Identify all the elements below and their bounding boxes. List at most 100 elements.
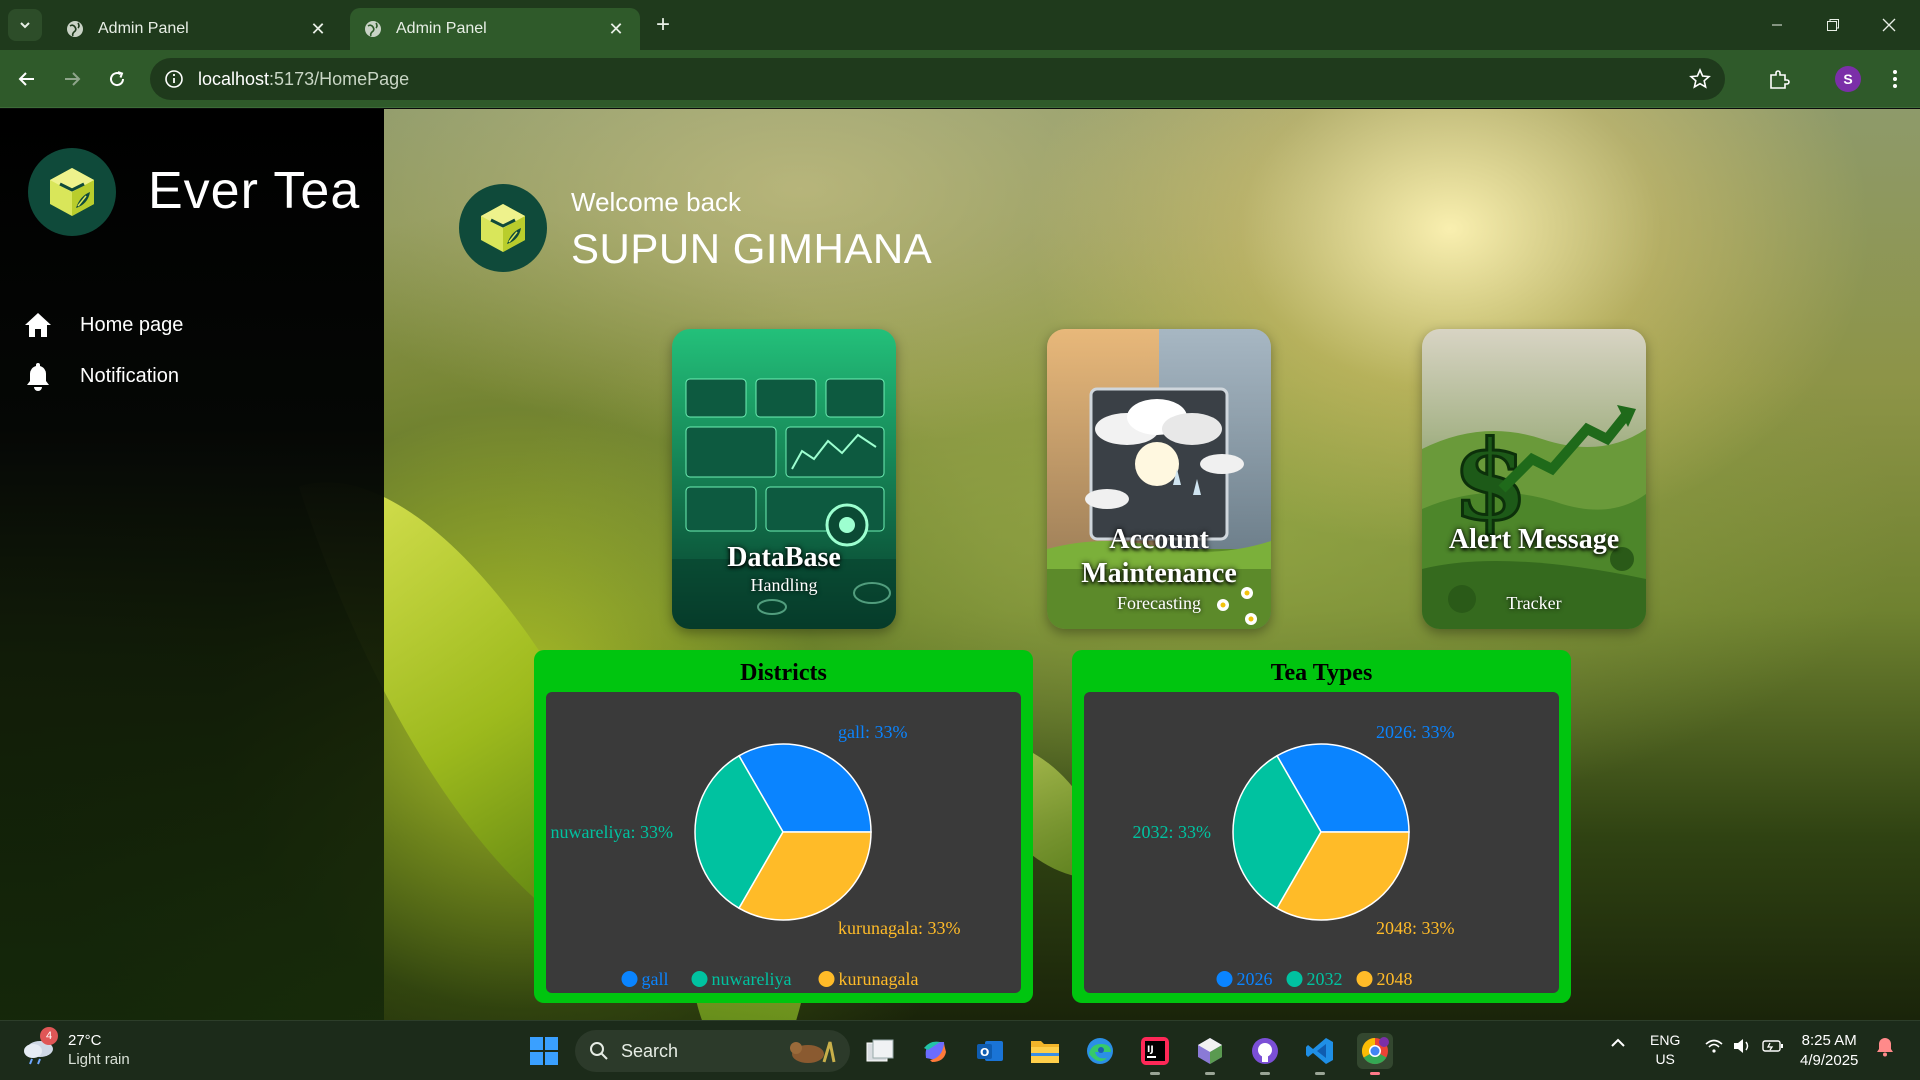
chart-title: Districts — [740, 660, 827, 686]
github-icon — [1252, 1038, 1278, 1064]
weather-forecast-illustration — [1047, 329, 1271, 629]
url-host: localhost — [198, 68, 270, 89]
pie-slice-label: kurunagala: 33% — [838, 918, 960, 938]
edge-button[interactable] — [1082, 1033, 1118, 1069]
copilot-button[interactable] — [917, 1033, 953, 1069]
pie-slice-2032[interactable] — [1232, 754, 1322, 910]
wifi-status[interactable] — [1705, 1039, 1723, 1057]
browser-toolbar: localhost:5173/HomePage — [0, 50, 1920, 108]
sidebar-item-label: Home page — [80, 313, 184, 336]
sidebar-item-home[interactable]: Home page — [22, 309, 183, 341]
language-indicator[interactable]: ENG US — [1650, 1031, 1680, 1069]
legend-item-label[interactable]: kurunagala — [839, 969, 919, 989]
task-view-button[interactable] — [862, 1033, 898, 1069]
tea-box-logo-icon — [481, 204, 525, 252]
intellij-button[interactable]: IJ — [1137, 1033, 1173, 1075]
search-highlight-icon — [790, 1041, 836, 1063]
chrome-button[interactable] — [1357, 1033, 1393, 1075]
profile-avatar[interactable]: S — [1835, 66, 1861, 92]
browser-tab-2[interactable]: Admin Panel ✕ — [350, 8, 640, 50]
chart-legend: gall nuwareliya kurunagala — [621, 969, 919, 989]
back-button[interactable] — [10, 62, 44, 96]
minimize-button[interactable] — [1754, 10, 1800, 40]
legend-item-label[interactable]: nuwareliya — [712, 969, 792, 989]
legend-marker — [1216, 971, 1233, 987]
legend-item-label[interactable]: gall — [642, 969, 669, 989]
running-indicator — [1315, 1072, 1325, 1075]
globe-icon — [67, 21, 83, 37]
legend-marker — [1356, 971, 1373, 987]
new-tab-button[interactable]: + — [655, 11, 670, 38]
pie-slice-label: 2048: 33% — [1376, 918, 1455, 938]
pie-slice-label: nuwareliya: 33% — [551, 822, 673, 842]
card-database-handling[interactable]: DataBase Handling — [672, 329, 896, 629]
reload-icon — [110, 71, 125, 87]
legend-item-label[interactable]: 2048 — [1377, 969, 1413, 989]
chevron-down-icon — [20, 22, 30, 29]
close-tab-icon[interactable]: ✕ — [608, 18, 624, 39]
weather-widget[interactable]: 4 27°C Light rain — [22, 1027, 130, 1069]
url-path: :5173/HomePage — [269, 68, 410, 89]
legend-item-label[interactable]: 2032 — [1307, 969, 1343, 989]
clock-time: 8:25 AM — [1801, 1032, 1857, 1049]
pie-slice-kurunagala[interactable] — [737, 831, 872, 921]
page-content: Ever Tea Home page Notification Welcome … — [0, 109, 1920, 1020]
outlook-icon: O — [977, 1041, 1003, 1061]
pie-slice-nuwareliya[interactable] — [694, 754, 784, 910]
brand-name: Ever Tea — [148, 162, 361, 220]
user-name: SUPUN GIMHANA — [571, 225, 933, 272]
search-label: Search — [621, 1040, 679, 1061]
speaker-icon — [1734, 1039, 1749, 1053]
card-title: DataBase — [727, 542, 841, 573]
tab-search-button[interactable] — [8, 9, 42, 41]
extensions-button[interactable] — [1762, 62, 1796, 96]
restore-icon — [1827, 19, 1839, 31]
windows-taskbar: 4 27°C Light rain Search O IJ — [0, 1020, 1920, 1080]
close-window-button[interactable] — [1866, 10, 1912, 40]
edge-icon — [1087, 1038, 1113, 1064]
legend-item-label[interactable]: 2026 — [1237, 969, 1273, 989]
wifi-icon — [1705, 1039, 1723, 1053]
weather-temperature: 27°C — [68, 1032, 102, 1049]
bell-icon — [22, 360, 54, 392]
app-button[interactable] — [1192, 1033, 1228, 1075]
browser-menu-button[interactable] — [1880, 62, 1910, 96]
chrome-icon — [1361, 1037, 1389, 1065]
sidebar-item-notification[interactable]: Notification — [22, 360, 179, 392]
sidebar-item-label: Notification — [80, 364, 179, 387]
minimize-icon — [1772, 24, 1782, 26]
start-button[interactable] — [526, 1033, 562, 1069]
tea-types-pie-chart: 2026: 33% 2032: 33% 2048: 33% 2026 2032 2048 — [1133, 722, 1455, 989]
volume-status[interactable] — [1732, 1038, 1752, 1058]
browser-tab-bar: Admin Panel ✕ Admin Panel ✕ + — [0, 0, 1920, 50]
brand-logo — [28, 148, 116, 236]
restore-button[interactable] — [1810, 10, 1856, 40]
pie-slice-2048[interactable] — [1275, 831, 1410, 921]
browser-tab-1[interactable]: Admin Panel ✕ — [52, 8, 342, 50]
reload-button[interactable] — [100, 62, 134, 96]
pie-slice-2026[interactable] — [1275, 743, 1410, 833]
vscode-button[interactable] — [1302, 1033, 1338, 1075]
taskbar-search[interactable]: Search — [575, 1030, 850, 1072]
battery-status[interactable] — [1762, 1039, 1784, 1057]
dashboard-illustration — [672, 329, 896, 629]
clock[interactable]: 8:25 AM 4/9/2025 — [1800, 1031, 1858, 1071]
arrow-right-icon — [65, 72, 81, 86]
forward-button[interactable] — [55, 62, 89, 96]
bookmark-star-icon[interactable] — [1689, 68, 1711, 90]
card-account-maintenance[interactable]: Account Maintenance Forecasting — [1047, 329, 1271, 629]
pie-slice-gall[interactable] — [737, 743, 872, 833]
outlook-button[interactable]: O — [972, 1033, 1008, 1069]
card-alert-message[interactable]: $ Alert Message Tracker — [1422, 329, 1646, 629]
close-tab-icon[interactable]: ✕ — [310, 18, 326, 39]
address-bar[interactable]: localhost:5173/HomePage — [150, 58, 1725, 100]
file-explorer-button[interactable] — [1027, 1033, 1063, 1069]
task-view-icon — [866, 1039, 894, 1062]
site-info-icon[interactable] — [164, 69, 184, 89]
districts-chart-panel: Districts gall: 33% nuwareliya: 33% kuruna… — [534, 650, 1033, 1003]
more-vertical-icon — [1893, 70, 1897, 88]
show-hidden-icons-button[interactable] — [1610, 1035, 1626, 1055]
card-subtitle: Forecasting — [1117, 593, 1201, 613]
notifications-button[interactable] — [1876, 1037, 1894, 1061]
github-desktop-button[interactable] — [1247, 1033, 1283, 1075]
